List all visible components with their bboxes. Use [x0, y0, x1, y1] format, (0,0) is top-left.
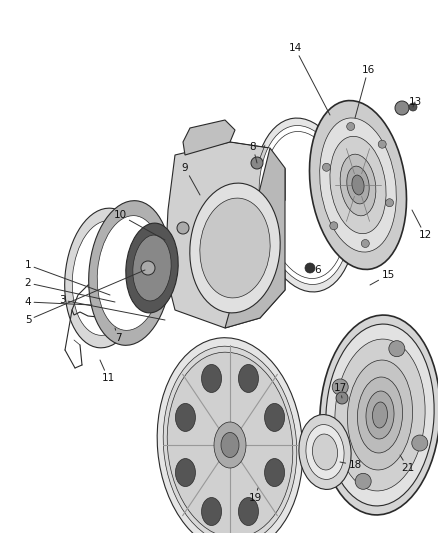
- Ellipse shape: [88, 201, 171, 345]
- Ellipse shape: [214, 422, 246, 468]
- Polygon shape: [165, 142, 285, 328]
- Circle shape: [389, 341, 405, 357]
- Circle shape: [395, 101, 409, 115]
- Ellipse shape: [347, 166, 369, 204]
- Text: 19: 19: [248, 488, 261, 503]
- Polygon shape: [183, 120, 235, 155]
- Circle shape: [361, 239, 369, 247]
- Text: 7: 7: [115, 328, 121, 343]
- Text: 21: 21: [400, 455, 415, 473]
- Circle shape: [177, 222, 189, 234]
- Text: 4: 4: [25, 297, 92, 307]
- Text: 16: 16: [355, 65, 374, 118]
- Ellipse shape: [352, 175, 364, 195]
- Circle shape: [355, 473, 371, 489]
- Text: 14: 14: [288, 43, 330, 115]
- Text: 13: 13: [408, 97, 422, 107]
- Text: 9: 9: [182, 163, 200, 195]
- Ellipse shape: [126, 223, 178, 313]
- Ellipse shape: [221, 432, 239, 457]
- Ellipse shape: [167, 352, 293, 533]
- Text: 1: 1: [25, 260, 110, 295]
- Circle shape: [141, 261, 155, 275]
- Circle shape: [336, 392, 348, 404]
- Text: 10: 10: [113, 210, 165, 240]
- Ellipse shape: [200, 198, 270, 298]
- Circle shape: [330, 222, 338, 230]
- Ellipse shape: [133, 235, 171, 301]
- Ellipse shape: [335, 339, 425, 491]
- Ellipse shape: [254, 118, 356, 292]
- Ellipse shape: [65, 208, 145, 348]
- Ellipse shape: [263, 132, 347, 279]
- Text: 2: 2: [25, 278, 115, 302]
- Text: 3: 3: [59, 295, 165, 320]
- Ellipse shape: [372, 402, 388, 428]
- Ellipse shape: [190, 183, 280, 313]
- Text: 18: 18: [340, 460, 362, 470]
- Circle shape: [251, 157, 263, 169]
- Text: 15: 15: [370, 270, 395, 285]
- Ellipse shape: [340, 154, 376, 216]
- Circle shape: [409, 103, 417, 111]
- Circle shape: [378, 140, 386, 148]
- Ellipse shape: [320, 118, 396, 252]
- Circle shape: [322, 163, 331, 171]
- Ellipse shape: [347, 360, 413, 470]
- Circle shape: [305, 263, 315, 273]
- Ellipse shape: [320, 315, 438, 515]
- Ellipse shape: [97, 216, 163, 330]
- Circle shape: [385, 199, 393, 207]
- Ellipse shape: [357, 377, 403, 453]
- Text: 12: 12: [412, 210, 431, 240]
- Ellipse shape: [176, 458, 195, 487]
- Ellipse shape: [201, 365, 222, 392]
- Text: 11: 11: [100, 360, 115, 383]
- Circle shape: [347, 123, 355, 131]
- Ellipse shape: [265, 403, 285, 431]
- Ellipse shape: [265, 458, 285, 487]
- Circle shape: [412, 435, 428, 451]
- Ellipse shape: [299, 415, 351, 489]
- Ellipse shape: [176, 403, 195, 431]
- Text: 6: 6: [310, 265, 321, 275]
- Polygon shape: [225, 148, 285, 328]
- Ellipse shape: [238, 497, 258, 526]
- Ellipse shape: [163, 346, 297, 533]
- Ellipse shape: [201, 497, 222, 526]
- Ellipse shape: [157, 338, 303, 533]
- Ellipse shape: [366, 391, 394, 439]
- Ellipse shape: [312, 434, 338, 470]
- Ellipse shape: [306, 425, 344, 480]
- Circle shape: [332, 379, 348, 395]
- Text: 17: 17: [333, 383, 346, 398]
- Text: 8: 8: [250, 142, 257, 163]
- Ellipse shape: [238, 365, 258, 392]
- Ellipse shape: [72, 221, 138, 335]
- Ellipse shape: [326, 324, 434, 506]
- Ellipse shape: [310, 101, 406, 270]
- Ellipse shape: [259, 126, 351, 285]
- Text: 5: 5: [25, 270, 145, 325]
- Ellipse shape: [330, 136, 386, 233]
